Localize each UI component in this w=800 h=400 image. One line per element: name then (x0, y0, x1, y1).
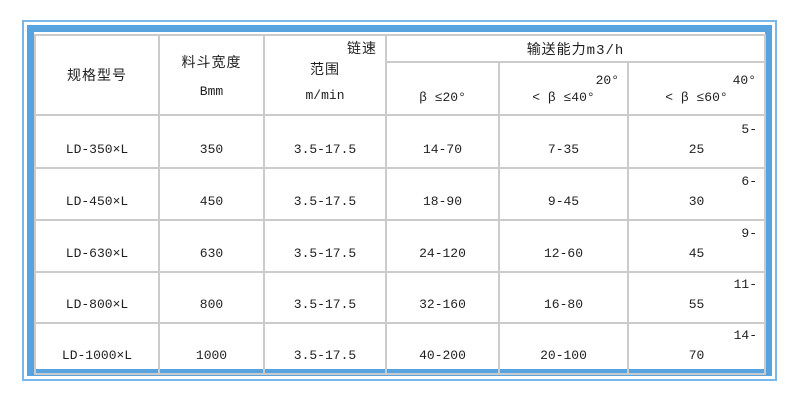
cell-model: LD-630×L (34, 219, 160, 273)
cell-cap-20-40: 12-60 (498, 219, 629, 273)
header-chain-speed-frag: 链速 (347, 42, 377, 58)
subheader-beta-20-40: 20° < β ≤40° (498, 61, 629, 116)
cap-40-60-value: 55 (688, 297, 705, 312)
cap-40-60-frag: 9- (741, 226, 757, 241)
cell-cap-le20: 32-160 (385, 271, 500, 324)
cap-40-60-frag: 5- (741, 122, 757, 137)
spec-table: 规格型号 料斗宽度 Bmm 链速 范围 m/min 输送能力m3/h β ≤20… (34, 34, 766, 375)
subheader-beta-20-40-label: < β ≤40° (532, 90, 595, 105)
header-bucket-width-cn: 料斗宽度 (181, 56, 242, 72)
table-row: LD-800×L 800 3.5-17.5 32-160 16-80 11- 5… (34, 271, 766, 324)
cell-chain-speed: 3.5-17.5 (263, 114, 387, 169)
header-capacity: 输送能力m3/h (385, 34, 766, 63)
subheader-beta-40-60: 40° < β ≤60° (627, 61, 766, 116)
cell-cap-40-60: 6- 30 (627, 167, 766, 221)
cell-cap-40-60: 11- 55 (627, 271, 766, 324)
cell-cap-40-60: 9- 45 (627, 219, 766, 273)
header-bucket-width-unit: Bmm (199, 84, 224, 99)
cell-chain-speed: 3.5-17.5 (263, 219, 387, 273)
cap-40-60-frag: 11- (733, 277, 757, 292)
header-bucket-width: 料斗宽度 Bmm (158, 34, 265, 116)
cell-cap-le20: 18-90 (385, 167, 500, 221)
cell-cap-le20: 40-200 (385, 322, 500, 375)
cell-cap-40-60: 5- 25 (627, 114, 766, 169)
header-model: 规格型号 (34, 34, 160, 116)
cap-40-60-value: 45 (688, 246, 705, 261)
subheader-beta-40-60-label: < β ≤60° (665, 90, 728, 105)
table-row: LD-1000×L 1000 3.5-17.5 40-200 20-100 14… (34, 322, 766, 375)
cell-cap-20-40: 20-100 (498, 322, 629, 375)
cell-model: LD-450×L (34, 167, 160, 221)
cap-40-60-frag: 6- (741, 174, 757, 189)
cap-40-60-value: 70 (688, 348, 705, 363)
cell-cap-le20: 14-70 (385, 114, 500, 169)
subheader-beta-40-60-frag: 40° (732, 73, 756, 88)
cell-bucket-width: 800 (158, 271, 265, 324)
cell-cap-40-60: 14- 70 (627, 322, 766, 375)
table-row: LD-450×L 450 3.5-17.5 18-90 9-45 6- 30 (34, 167, 766, 221)
subheader-beta-le-20: β ≤20° (385, 61, 500, 116)
cell-bucket-width: 450 (158, 167, 265, 221)
table-row: LD-630×L 630 3.5-17.5 24-120 12-60 9- 45 (34, 219, 766, 273)
header-chain-speed: 链速 范围 m/min (263, 34, 387, 116)
cell-bucket-width: 350 (158, 114, 265, 169)
cell-bucket-width: 630 (158, 219, 265, 273)
cell-cap-20-40: 7-35 (498, 114, 629, 169)
cell-chain-speed: 3.5-17.5 (263, 167, 387, 221)
header-chain-speed-unit: m/min (305, 88, 345, 103)
cell-model: LD-350×L (34, 114, 160, 169)
cell-cap-le20: 24-120 (385, 219, 500, 273)
cell-model: LD-1000×L (34, 322, 160, 375)
cell-chain-speed: 3.5-17.5 (263, 322, 387, 375)
cell-cap-20-40: 16-80 (498, 271, 629, 324)
cell-chain-speed: 3.5-17.5 (263, 271, 387, 324)
cap-40-60-frag: 14- (733, 328, 757, 343)
table-row: LD-350×L 350 3.5-17.5 14-70 7-35 5- 25 (34, 114, 766, 169)
header-chain-speed-range: 范围 (310, 63, 340, 79)
subheader-beta-le-20-label: β ≤20° (419, 90, 466, 105)
cell-bucket-width: 1000 (158, 322, 265, 375)
cell-cap-20-40: 9-45 (498, 167, 629, 221)
cell-model: LD-800×L (34, 271, 160, 324)
cap-40-60-value: 30 (688, 194, 705, 209)
subheader-beta-20-40-frag: 20° (595, 73, 619, 88)
cap-40-60-value: 25 (688, 142, 705, 157)
